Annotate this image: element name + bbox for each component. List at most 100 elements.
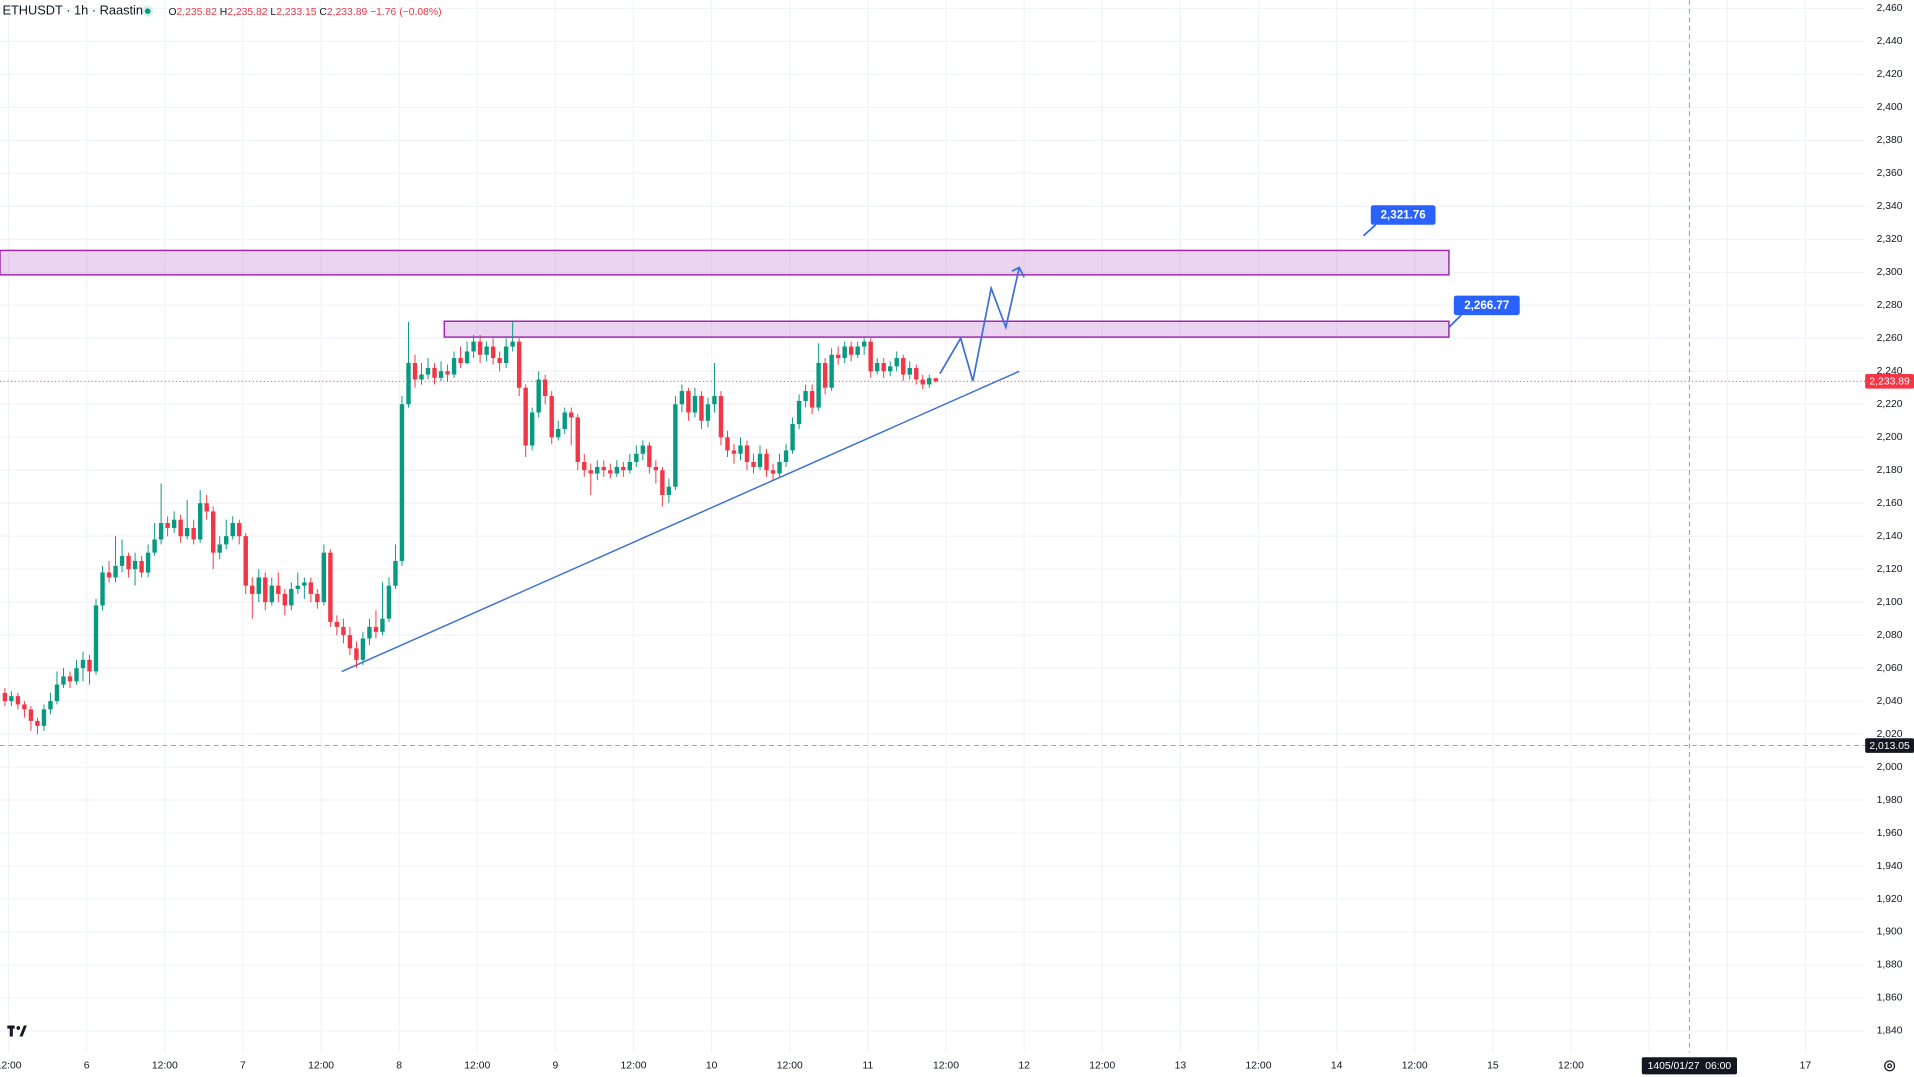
y-tick-label: 1,960	[1877, 828, 1903, 839]
candle-body	[464, 351, 470, 364]
candle-body	[282, 593, 288, 606]
ohlc-key: O	[168, 7, 176, 18]
candle-body	[204, 503, 209, 512]
candle-body	[881, 363, 886, 372]
settings-icon[interactable]	[1884, 1060, 1896, 1072]
y-tick-label: 2,240	[1877, 366, 1903, 377]
crosshair-time-box	[1641, 1057, 1738, 1075]
candle-body	[308, 582, 314, 594]
candle-body	[230, 522, 235, 537]
x-tick-label: 12:00	[1402, 1061, 1428, 1072]
y-tick-label: 2,120	[1877, 564, 1903, 575]
candle-body	[100, 572, 105, 606]
candle-body	[725, 437, 730, 451]
candle-body	[139, 560, 144, 573]
candle-body	[184, 527, 190, 537]
y-tick-label: 2,260	[1877, 333, 1903, 344]
candle-body	[744, 445, 750, 462]
candles	[2, 321, 938, 735]
candle-body	[770, 470, 776, 474]
candle-body	[171, 519, 177, 528]
grid	[0, 0, 1866, 1053]
label-leader	[1362, 224, 1377, 237]
y-tick-label: 2,380	[1877, 135, 1903, 146]
y-tick-label: 1,980	[1877, 795, 1903, 806]
x-tick-label: 12:00	[933, 1061, 959, 1072]
candle-body	[152, 539, 157, 553]
candle-body	[158, 522, 164, 540]
candle-body	[588, 470, 593, 474]
candle-body	[74, 668, 79, 682]
crosshair-price-box	[1865, 738, 1914, 753]
candle-body	[237, 522, 242, 537]
y-tick-label: 2,080	[1877, 630, 1903, 641]
candle-body	[569, 412, 574, 418]
candle-body	[243, 536, 248, 586]
candle-body	[627, 461, 633, 471]
candle-body	[80, 659, 86, 669]
candle-body	[718, 396, 724, 438]
candle-body	[738, 445, 743, 454]
price-label: 2,321.76	[1381, 210, 1427, 222]
x-tick-label: 12	[1018, 1061, 1030, 1072]
candle-body	[341, 626, 346, 636]
logo[interactable]	[7, 1025, 27, 1037]
candle-body	[178, 519, 183, 537]
candle-body	[126, 555, 131, 570]
ohlc-value: 2,235.82	[227, 7, 268, 18]
candle-body	[347, 635, 353, 649]
candle-body	[542, 379, 548, 397]
candle-body	[67, 676, 73, 682]
candle-body	[796, 400, 802, 425]
candle-body	[432, 367, 437, 378]
candle-body	[790, 424, 795, 451]
candle-body	[712, 396, 717, 405]
x-tick-label: 7	[240, 1061, 246, 1072]
candle-body	[582, 461, 587, 471]
candle-body	[927, 378, 932, 385]
y-tick-label: 2,000	[1877, 762, 1903, 773]
candle-body	[328, 552, 333, 622]
candle-body	[132, 560, 138, 570]
candle-body	[699, 396, 704, 421]
x-tick-label: 8	[396, 1061, 402, 1072]
crosshair-time-label: 1405/01/27 06:00	[1648, 1061, 1732, 1072]
y-tick-label: 2,200	[1877, 432, 1903, 443]
candle-body	[816, 363, 821, 408]
candle-body	[660, 470, 665, 495]
candle-body	[2, 692, 8, 702]
y-tick-label: 2,300	[1877, 267, 1903, 278]
candle-body	[822, 363, 828, 388]
y-tick-label: 1,940	[1877, 861, 1903, 872]
candle-body	[933, 378, 938, 382]
candle-body	[666, 486, 672, 495]
candle-body	[41, 709, 47, 726]
x-tick-label: 10	[706, 1061, 718, 1072]
candle-body	[9, 696, 14, 702]
candle-body	[289, 588, 294, 606]
x-tick-label: 12:00	[0, 1061, 22, 1072]
candle-body	[503, 346, 509, 364]
candle-body	[861, 341, 867, 347]
ohlc-key: H	[220, 7, 227, 18]
y-tick-label: 2,460	[1877, 3, 1903, 14]
candle-body	[497, 358, 502, 364]
candle-body	[894, 358, 899, 367]
y-tick-label: 2,020	[1877, 729, 1903, 740]
candle-body	[679, 391, 685, 405]
x-tick-label: 12:00	[1089, 1061, 1115, 1072]
candle-body	[835, 354, 841, 359]
y-tick-label: 2,140	[1877, 531, 1903, 542]
y-tick-label: 2,420	[1877, 69, 1903, 80]
y-tick-label: 2,100	[1877, 597, 1903, 608]
candle-body	[783, 450, 789, 462]
y-tick-label: 2,060	[1877, 663, 1903, 674]
y-tick-label: 2,280	[1877, 300, 1903, 311]
trend-line	[341, 370, 1020, 673]
candle-body	[634, 453, 639, 462]
y-tick-label: 2,440	[1877, 36, 1903, 47]
x-tick-label: 12:00	[1246, 1061, 1272, 1072]
y-tick-label: 2,320	[1877, 234, 1903, 245]
